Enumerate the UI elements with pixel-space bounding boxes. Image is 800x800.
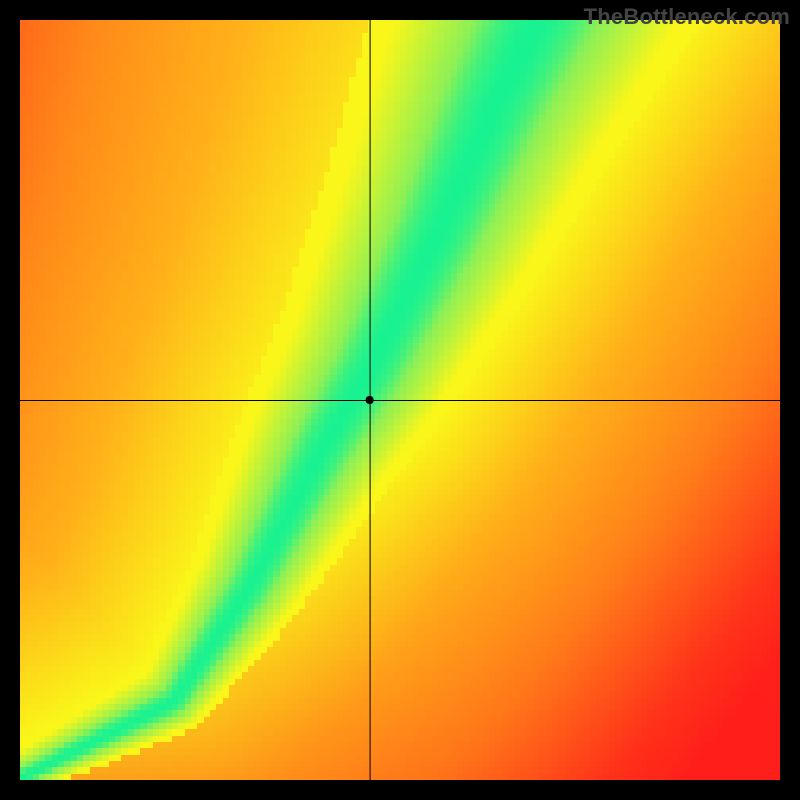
watermark-text: TheBottleneck.com [584,4,790,30]
bottleneck-heatmap [0,0,800,800]
